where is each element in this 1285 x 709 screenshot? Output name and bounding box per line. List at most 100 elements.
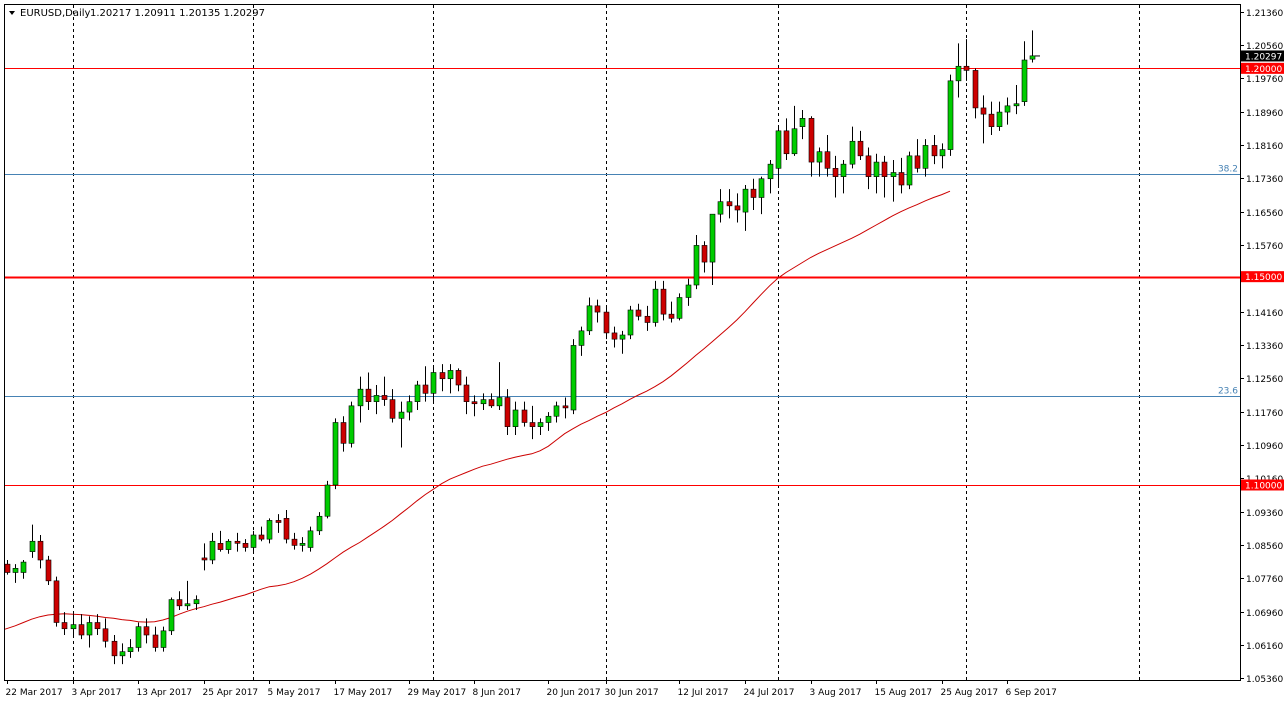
candle (143, 618, 150, 644)
x-tick-label: 25 Apr 2017 (203, 688, 259, 698)
bear-candle-body (78, 624, 85, 636)
bear-candle-body (463, 384, 470, 402)
bear-candle-body (594, 305, 601, 313)
bear-candle-body (914, 155, 921, 169)
bull-candle-body (578, 330, 585, 346)
current-price-tag (1241, 50, 1284, 62)
bull-candle-body (496, 397, 503, 407)
candle (1013, 85, 1020, 115)
candle (291, 532, 298, 550)
bull-candle-body (570, 345, 577, 411)
bull-candle-body (816, 151, 823, 163)
bull-candle-body (184, 603, 191, 607)
bear-candle-body (808, 118, 815, 163)
bear-candle-body (37, 540, 44, 561)
bear-candle-body (45, 559, 52, 582)
candle (225, 539, 232, 554)
bear-candle-body (176, 599, 183, 607)
candle (463, 376, 470, 415)
fib-level-label: 23.6 (1218, 387, 1238, 397)
candle (398, 401, 405, 448)
y-tick-label: 1.06160 (1246, 642, 1283, 652)
y-tick-label: 1.07760 (1246, 575, 1283, 585)
bear-candle-body (644, 315, 651, 323)
x-tick-label: 15 Aug 2017 (875, 688, 933, 698)
bull-candle-body (209, 540, 216, 561)
candle (955, 43, 962, 98)
bear-candle-body (283, 518, 290, 540)
candle (332, 418, 339, 490)
candle (45, 555, 52, 585)
bear-candle-body (529, 422, 536, 427)
bull-candle-body (717, 201, 724, 215)
bull-candle-body (775, 130, 782, 169)
candle (201, 543, 208, 571)
candle (545, 412, 552, 431)
candle (266, 518, 273, 544)
candle (217, 530, 224, 552)
candle (972, 68, 979, 119)
candle (750, 178, 757, 210)
level-price-tag (1241, 479, 1284, 491)
bear-candle-body (562, 405, 569, 409)
bear-candle-body (152, 634, 159, 648)
x-axis: 22 Mar 2017 3 Apr 2017 13 Apr 2017 25 Apr 2… (6, 680, 1057, 698)
bull-candle-body (840, 163, 847, 177)
candle (168, 597, 175, 635)
candle (381, 376, 388, 406)
bull-candle-body (480, 399, 487, 405)
candle (299, 537, 306, 552)
bear-candle-body (275, 520, 282, 523)
candle (881, 155, 888, 198)
bull-candle-body (1021, 59, 1028, 102)
candle (980, 95, 987, 144)
bull-candle-body (266, 520, 273, 540)
candle (471, 395, 478, 417)
bull-candle-body (86, 622, 93, 636)
bear-candle-body (972, 70, 979, 109)
x-tick-label: 24 Jul 2017 (744, 688, 795, 698)
x-tick-label: 6 Sep 2017 (1006, 688, 1057, 698)
bear-candle-body (783, 130, 790, 155)
bear-candle-body (94, 622, 101, 630)
y-tick-label: 1.06960 (1246, 609, 1283, 619)
x-tick-label: 3 Aug 2017 (810, 688, 862, 698)
candle (529, 405, 536, 440)
candle (439, 364, 446, 392)
bull-candle-body (193, 599, 200, 605)
candle (824, 135, 831, 177)
candle (668, 301, 675, 323)
candle (840, 160, 847, 194)
candle (316, 512, 323, 535)
candle (455, 368, 462, 392)
candle (931, 135, 938, 165)
candle (414, 380, 421, 410)
y-tick-label: 1.13360 (1246, 342, 1283, 352)
x-tick-label: 17 May 2017 (334, 688, 393, 698)
fib-level-label: 38.2 (1218, 165, 1238, 175)
bear-candle-body (381, 395, 388, 400)
bull-candle-body (447, 370, 454, 380)
y-tick-label: 1.18960 (1246, 109, 1283, 119)
candle (914, 139, 921, 173)
candle (86, 616, 93, 648)
candle (717, 189, 724, 223)
triangle-down-icon[interactable] (9, 11, 15, 15)
bull-candle-body (127, 647, 134, 652)
moving-average-line (4, 190, 951, 630)
bull-candle-body (873, 161, 880, 177)
bear-candle-body (488, 399, 495, 407)
candle (78, 614, 85, 640)
bull-candle-body (135, 626, 142, 648)
bear-candle-body (701, 245, 708, 263)
candle (890, 160, 897, 202)
bull-candle-body (955, 65, 962, 82)
bear-candle-body (832, 168, 839, 177)
bull-candle-body (906, 155, 913, 186)
candle (873, 153, 880, 194)
candle (160, 626, 167, 652)
bull-candle-body (307, 530, 314, 548)
candle (152, 626, 159, 652)
candle (422, 366, 429, 402)
